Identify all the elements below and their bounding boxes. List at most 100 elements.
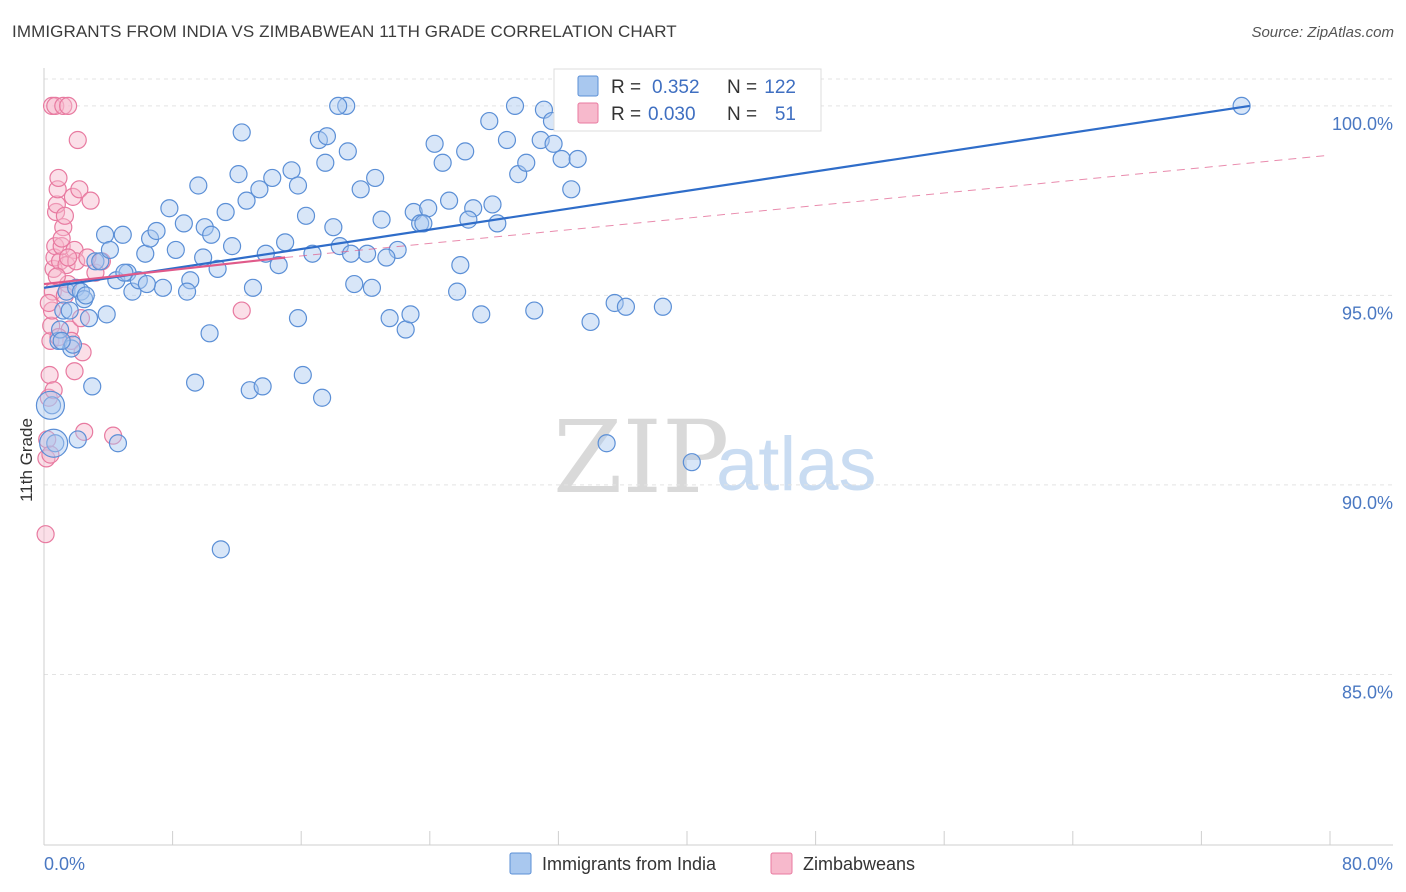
india-point <box>263 168 282 188</box>
trend-lines <box>43 104 1331 289</box>
india-point <box>97 305 116 324</box>
india-point <box>186 373 205 392</box>
india-point <box>338 142 357 161</box>
india-point <box>480 111 499 131</box>
gridlines <box>44 78 1393 675</box>
trend-line-zimbabwe-extension <box>285 154 1331 259</box>
zimbabwe-point <box>232 301 251 320</box>
bottom-legend: Immigrants from India Zimbabweans <box>509 852 915 875</box>
india-point <box>200 324 219 343</box>
india-point <box>433 153 452 172</box>
india-point <box>202 225 221 244</box>
series-india-points <box>35 96 1251 559</box>
zimbabwe-point <box>42 316 61 335</box>
india-point <box>63 335 83 354</box>
india-point <box>517 153 536 172</box>
india-point <box>616 297 636 316</box>
zimbabwe-point <box>59 96 78 116</box>
india-point <box>317 127 337 146</box>
india-point <box>293 365 312 385</box>
india-point <box>243 278 263 297</box>
zimbabwe-point <box>75 422 94 441</box>
india-point <box>211 540 230 559</box>
india-point <box>456 142 475 161</box>
india-point <box>472 305 491 324</box>
india-point <box>341 244 361 263</box>
india-point <box>439 191 459 210</box>
india-point <box>362 278 382 297</box>
series-zimbabweans-points <box>36 96 251 544</box>
india-point <box>60 301 79 320</box>
india-point <box>303 244 322 263</box>
stats-india-n-label: N = <box>727 77 757 98</box>
y-tick-label: 100.0% <box>1332 114 1393 134</box>
india-point <box>140 229 160 248</box>
y-axis-label: 11th Grade <box>17 418 36 502</box>
india-point <box>57 282 76 301</box>
zimbabwe-point <box>59 248 78 267</box>
zimbabwe-point <box>40 365 59 385</box>
india-point <box>52 331 71 350</box>
india-point <box>414 214 433 233</box>
legend-label-india: Immigrants from India <box>542 854 717 874</box>
x-tick-label-min: 0.0% <box>44 854 85 874</box>
india-point <box>396 320 415 339</box>
india-point <box>189 176 208 195</box>
india-point-large <box>35 390 66 420</box>
legend-label-zimbabwe: Zimbabweans <box>803 854 915 874</box>
india-point <box>195 218 214 237</box>
zimbabwe-point <box>36 525 55 544</box>
india-point <box>54 301 73 320</box>
stats-swatch-zimbabwe <box>577 102 599 124</box>
india-point-large <box>39 428 69 458</box>
india-point <box>552 149 571 169</box>
india-point <box>425 134 444 153</box>
y-tick-label: 85.0% <box>1342 682 1393 702</box>
stats-legend: R = 0.352 N = 122 R = 0.030 N = 51 <box>553 68 822 132</box>
india-point <box>95 225 115 244</box>
india-point <box>525 301 544 320</box>
india-point <box>177 282 197 301</box>
india-point <box>296 206 316 225</box>
india-point <box>562 180 581 199</box>
y-tick-label: 95.0% <box>1342 303 1393 323</box>
india-point <box>181 271 200 290</box>
india-point <box>216 202 235 222</box>
india-point <box>380 309 399 328</box>
y-tick-label: 90.0% <box>1342 493 1393 513</box>
india-point <box>372 210 391 229</box>
chart-title: IMMIGRANTS FROM INDIA VS ZIMBABWEAN 11TH… <box>12 22 677 41</box>
india-point <box>505 96 525 116</box>
india-point <box>282 161 301 180</box>
india-point <box>288 309 308 328</box>
stats-zimbabwe-n-value: 51 <box>775 104 796 125</box>
india-point <box>483 195 502 214</box>
trend-line-india <box>43 104 1250 289</box>
zimbabwe-point <box>49 168 68 188</box>
india-point <box>401 305 420 324</box>
india-point <box>136 244 155 263</box>
india-point <box>377 248 396 267</box>
watermark-zip: ZIP <box>553 399 729 516</box>
zimbabwe-point <box>46 202 66 222</box>
india-point <box>232 123 251 142</box>
stats-swatch-india <box>577 75 599 97</box>
india-point <box>100 240 120 260</box>
stats-india-r-value: 0.352 <box>652 77 700 98</box>
india-point <box>269 255 288 275</box>
trend-line-zimbabwe <box>43 256 286 286</box>
india-point <box>448 282 467 301</box>
india-point <box>137 274 156 294</box>
india-point <box>605 293 624 313</box>
zimbabwe-point <box>81 191 100 210</box>
zimbabwe-point <box>63 187 83 206</box>
india-point <box>147 221 166 241</box>
india-point <box>160 199 179 218</box>
legend-swatch-india <box>509 852 532 875</box>
india-point <box>253 377 272 396</box>
india-point <box>358 244 377 263</box>
y-tick-labels: 85.0% 90.0% 95.0% 100.0% <box>1332 114 1393 703</box>
india-point <box>276 233 295 252</box>
india-point <box>237 191 256 210</box>
